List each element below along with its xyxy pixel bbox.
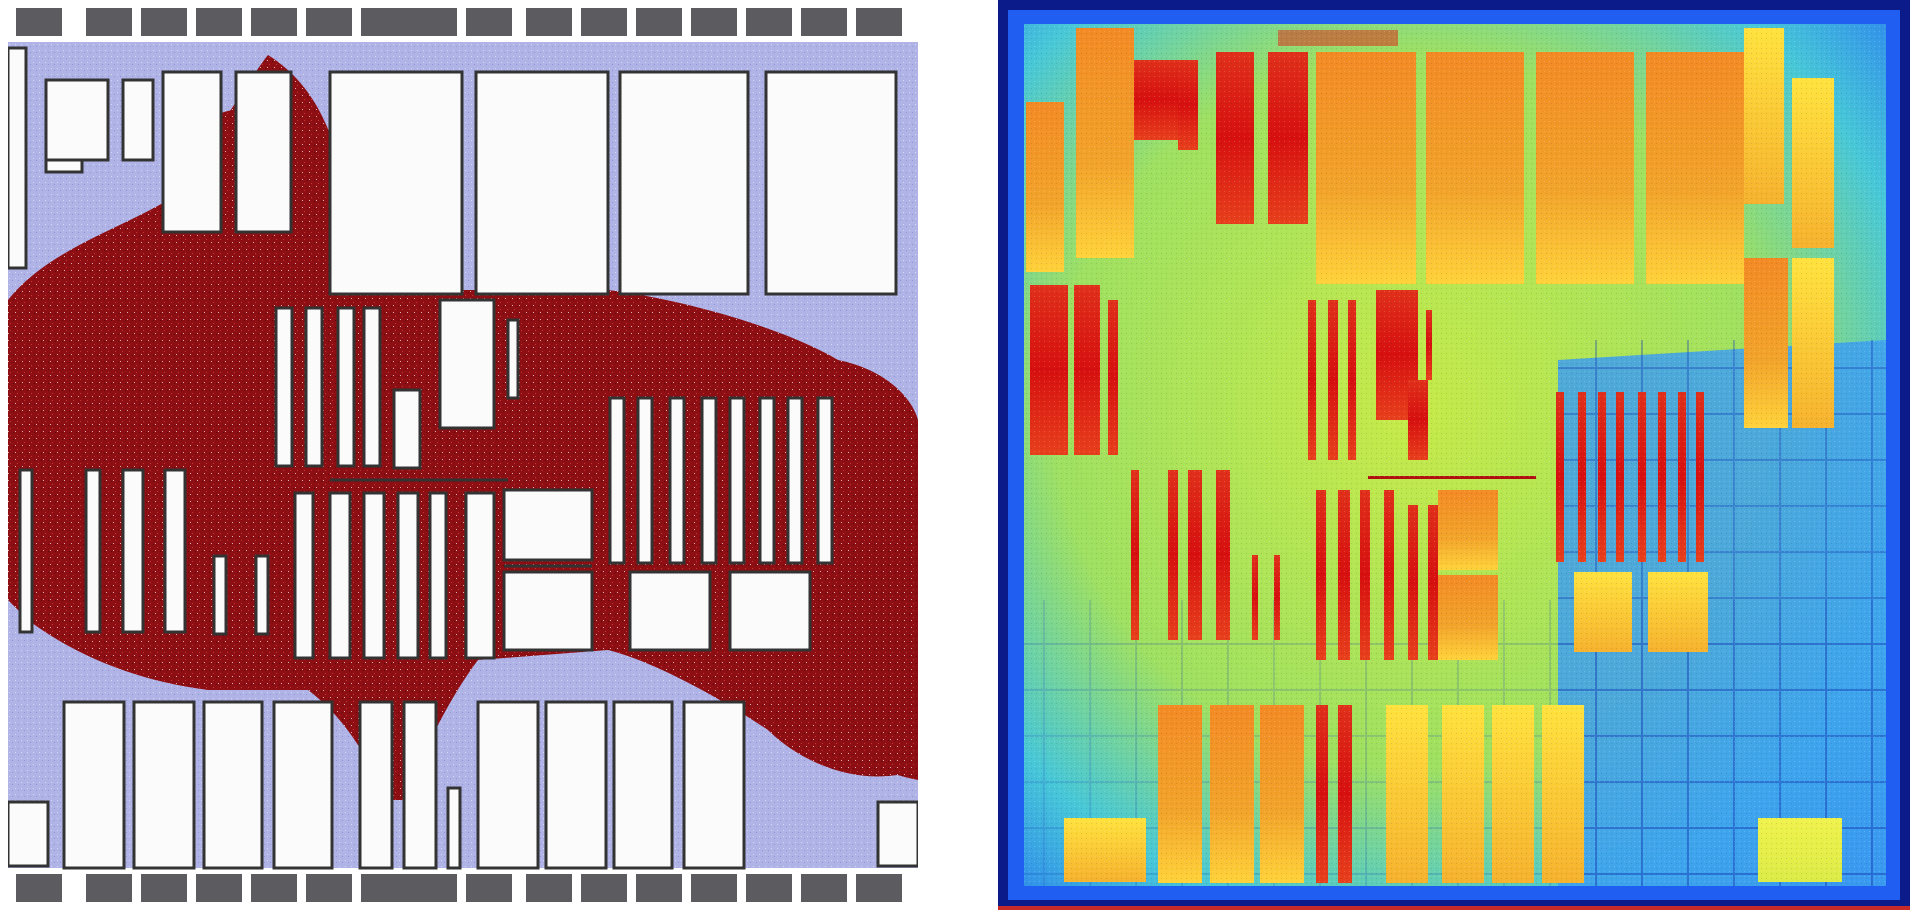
layout-block-53 [876,800,918,868]
right-heatmap-panel [998,0,1910,910]
layout-block-30 [254,554,270,636]
pad-top-9 [581,8,627,36]
layout-block-10 [274,306,294,468]
pad-top-4 [251,8,297,36]
layout-block-18 [636,396,654,565]
left-layout-map [8,0,918,910]
layout-block-26 [84,468,102,634]
pad-bottom-3 [196,874,242,902]
layout-block-37 [502,488,594,562]
layout-block-15 [392,388,422,470]
pad-top-14 [856,8,902,36]
pad-bottom-11 [691,874,737,902]
layout-block-51 [682,700,746,870]
layout-block-1 [44,78,110,162]
pad-bottom-2 [141,874,187,902]
layout-block-40 [728,570,812,652]
layout-block-11 [304,306,324,468]
layout-block-33 [362,491,386,660]
layout-block-46 [402,700,438,870]
heatmap-grain [1024,24,1886,886]
pad-bottom-0 [16,874,62,902]
pad-top-5 [306,8,352,36]
pad-top-8 [526,8,572,36]
pad-top-13 [801,8,847,36]
layout-block-38 [502,570,594,652]
layout-block-42 [132,700,196,870]
pad-top-11 [691,8,737,36]
pad-top-2 [141,8,187,36]
layout-block-41 [62,700,126,870]
pad-top-1 [86,8,132,36]
layout-block-29 [212,554,228,636]
layout-block-45 [358,700,394,870]
pad-top-10 [636,8,682,36]
pad-bottom-4 [251,874,297,902]
layout-block-48 [476,700,540,870]
layout-block-16 [506,318,520,400]
layout-block-31 [293,491,315,660]
layout-block-32 [328,491,352,660]
layout-block-35 [428,491,448,660]
pad-bottom-13 [801,874,847,902]
layout-block-24 [816,396,834,565]
pad-bottom-9 [581,874,627,902]
pad-bottom-14 [856,874,902,902]
pad-top-12 [746,8,792,36]
layout-blocks [8,46,918,870]
pad-top-7 [466,8,512,36]
pad-bottom-1 [86,874,132,902]
layout-block-50 [612,700,674,870]
coverage-region-right [768,405,918,780]
layout-block-5 [234,70,293,234]
pad-bottom-5 [306,874,352,902]
layout-block-4 [161,70,223,234]
pad-bottom-8 [526,874,572,902]
layout-block-21 [728,396,746,565]
layout-block-3 [121,78,155,162]
layout-block-7 [474,70,610,296]
pad-bottom-6 [361,874,457,902]
layout-block-23 [786,396,804,565]
layout-block-12 [336,306,356,468]
layout-block-28 [163,468,187,634]
layout-block-6 [328,70,464,296]
pad-bottom-10 [636,874,682,902]
layout-block-20 [700,396,718,565]
pad-ring [8,0,918,910]
pad-top-6 [361,8,457,36]
left-layout-panel [8,0,918,910]
layout-block-14 [438,298,496,430]
layout-block-49 [544,700,608,870]
layout-block-2 [44,158,84,174]
pad-bottom-7 [466,874,512,902]
layout-block-47 [446,786,462,870]
right-heat-map [998,0,1910,910]
pad-top-3 [196,8,242,36]
layout-block-22 [758,396,776,565]
layout-block-0 [8,46,28,270]
layout-block-52 [8,800,50,868]
layout-block-43 [202,700,264,870]
layout-block-39 [628,570,712,652]
layout-block-8 [618,70,750,296]
pad-bottom-12 [746,874,792,902]
layout-block-36 [464,491,496,660]
layout-block-25 [18,468,34,634]
layout-block-19 [668,396,686,565]
layout-block-34 [396,491,420,660]
layout-block-27 [121,468,145,634]
layout-block-9 [764,70,898,296]
pad-top-0 [16,8,62,36]
bottom-border [998,906,1910,910]
layout-block-17 [608,396,626,565]
layout-block-13 [362,306,382,468]
layout-block-44 [272,700,334,870]
